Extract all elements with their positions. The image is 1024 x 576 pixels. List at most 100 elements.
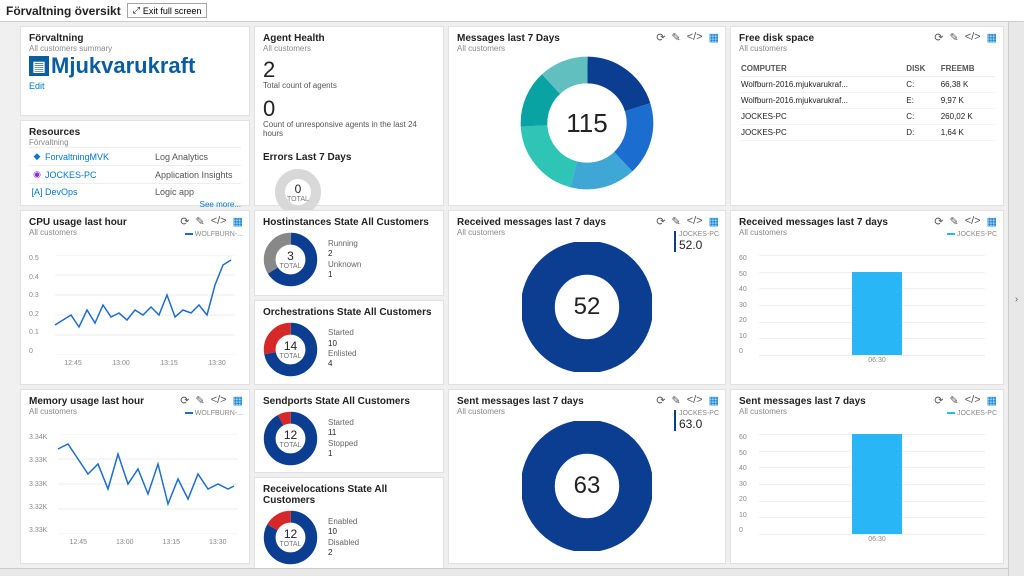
tile-resources: Resources Förvaltning ◆ForvaltningMVKLog… [20, 120, 250, 206]
orch-val: 14 [280, 339, 302, 353]
hostinst-lbl: TOTAL [280, 263, 302, 270]
refresh-icon[interactable]: ⟳ [934, 215, 943, 228]
logo-text: Mjukvarukraft [51, 53, 195, 79]
code-icon[interactable]: </> [965, 394, 981, 407]
edit-icon[interactable]: ✎ [949, 394, 958, 407]
dashboard-title: Förvaltning översikt [6, 4, 121, 18]
recv-bar-legend: JOCKES-PC [957, 231, 997, 238]
agent-unresp-label: Count of unresponsive agents in the last… [263, 120, 435, 138]
edit-icon[interactable]: ✎ [671, 31, 680, 44]
recv-donut-center: 52 [574, 293, 601, 321]
scrollbar-horizontal[interactable] [0, 568, 1008, 576]
table-row[interactable]: JOCKES-PCC:260,02 K [739, 109, 995, 125]
resource-row[interactable]: ◆ForvaltningMVKLog Analytics [29, 147, 241, 165]
resource-row[interactable]: [A]DevOpsLogic app [29, 183, 241, 200]
table-row[interactable]: Wolfburn-2016.mjukvarukraf...C:66,38 K [739, 77, 995, 93]
errors-title: Errors Last 7 Days [263, 152, 435, 163]
sent-bar-legend: JOCKES-PC [957, 410, 997, 417]
tile-cpu: CPU usage last hour All customers ⟳✎</>▦… [20, 210, 250, 385]
recvloc-title: Receivelocations State All Customers [263, 484, 435, 506]
tile-freedisk: Free disk space All customers ⟳✎</>▦ COM… [730, 26, 1004, 206]
resources-sub: Förvaltning [29, 138, 241, 147]
recv-bar-x: 06:30 [868, 357, 886, 364]
edit-icon[interactable]: ✎ [195, 394, 204, 407]
grid-icon[interactable]: ▦ [233, 394, 243, 407]
memory-legend: WOLFBURN-... [195, 410, 243, 417]
table-row[interactable]: JOCKES-PCD:1,64 K [739, 125, 995, 141]
grid-icon[interactable]: ▦ [709, 215, 719, 228]
resource-name: ForvaltningMVK [45, 152, 155, 162]
col-computer[interactable]: COMPUTER [739, 61, 904, 77]
freedisk-sub: All customers [739, 44, 995, 53]
table-row[interactable]: Wolfburn-2016.mjukvarukraf...E:9,97 K [739, 93, 995, 109]
logo: ▤ Mjukvarukraft [29, 53, 241, 79]
recvloc-lbl: TOTAL [280, 541, 302, 548]
see-more-link[interactable]: See more... [29, 200, 241, 209]
resource-icon: [A] [29, 187, 45, 197]
tile-agent-health: Agent Health All customers 2 Total count… [254, 26, 444, 206]
code-icon[interactable]: </> [211, 394, 227, 407]
refresh-icon[interactable]: ⟳ [180, 394, 189, 407]
grid-icon[interactable]: ▦ [987, 215, 997, 228]
edit-icon[interactable]: ✎ [671, 394, 680, 407]
sent-donut-center: 63 [574, 472, 601, 500]
resource-row[interactable]: ◉JOCKES-PCApplication Insights [29, 165, 241, 183]
tile-recv-donut: Received messages last 7 days All custom… [448, 210, 726, 385]
code-icon[interactable]: </> [965, 215, 981, 228]
errors-value: 0 [287, 182, 309, 196]
disk-table: COMPUTER DISK FREEMB Wolfburn-2016.mjukv… [739, 61, 995, 141]
edit-icon[interactable]: ✎ [949, 215, 958, 228]
scrollbar-vertical[interactable]: › [1008, 22, 1024, 576]
col-disk[interactable]: DISK [904, 61, 938, 77]
resource-icon: ◆ [29, 151, 45, 162]
forvaltning-title: Förvaltning [29, 33, 241, 44]
col-freemb[interactable]: FREEMB [939, 61, 995, 77]
refresh-icon[interactable]: ⟳ [934, 31, 943, 44]
refresh-icon[interactable]: ⟳ [656, 31, 665, 44]
grid-icon[interactable]: ▦ [709, 394, 719, 407]
edit-icon[interactable]: ✎ [949, 31, 958, 44]
tile-actions: ⟳ ✎ </> ▦ [656, 31, 719, 44]
col2-row4: Sendports State All Customers 12TOTAL St… [254, 389, 444, 564]
code-icon[interactable]: </> [211, 215, 227, 228]
tile-hostinst: Hostinstances State All Customers 3TOTAL… [254, 210, 444, 296]
code-icon[interactable]: </> [687, 31, 703, 44]
hostinst-val: 3 [280, 249, 302, 263]
exit-fullscreen-button[interactable]: ⤢ Exit full screen [127, 3, 208, 18]
col2-row3: Hostinstances State All Customers 3TOTAL… [254, 210, 444, 385]
agent-total-label: Total count of agents [263, 81, 435, 90]
topbar: Förvaltning översikt ⤢ Exit full screen [0, 0, 1024, 22]
orch-lbl: TOTAL [280, 353, 302, 360]
code-icon[interactable]: </> [687, 215, 703, 228]
messages7-sub: All customers [457, 44, 717, 53]
resource-name: DevOps [45, 187, 155, 197]
tile-memory: Memory usage last hour All customers ⟳✎<… [20, 389, 250, 564]
grid-icon[interactable]: ▦ [987, 31, 997, 44]
sent-bar-x: 06:30 [868, 536, 886, 543]
tile-sendports: Sendports State All Customers 12TOTAL St… [254, 389, 444, 473]
edit-icon[interactable]: ✎ [195, 215, 204, 228]
agent-health-title: Agent Health [263, 33, 435, 44]
sendports-val: 12 [280, 428, 302, 442]
agent-health-sub: All customers [263, 44, 435, 53]
grid-icon[interactable]: ▦ [987, 394, 997, 407]
resource-name: JOCKES-PC [45, 170, 155, 180]
edit-icon[interactable]: ✎ [671, 215, 680, 228]
grid-icon[interactable]: ▦ [709, 31, 719, 44]
refresh-icon[interactable]: ⟳ [656, 394, 665, 407]
tile-messages7: Messages last 7 Days All customers ⟳ ✎ <… [448, 26, 726, 206]
errors-label: TOTAL [287, 196, 309, 203]
grid-icon[interactable]: ▦ [233, 215, 243, 228]
cpu-chart [49, 255, 241, 355]
refresh-icon[interactable]: ⟳ [180, 215, 189, 228]
edit-link[interactable]: Edit [29, 81, 241, 91]
code-icon[interactable]: </> [965, 31, 981, 44]
tile-forvaltning: Förvaltning All customers summary ▤ Mjuk… [20, 26, 250, 116]
dashboard-grid: Förvaltning All customers summary ▤ Mjuk… [0, 22, 1024, 568]
refresh-icon[interactable]: ⟳ [656, 215, 665, 228]
refresh-icon[interactable]: ⟳ [934, 394, 943, 407]
orch-title: Orchestrations State All Customers [263, 307, 435, 318]
agent-total-value: 2 [263, 59, 435, 81]
tile-orch: Orchestrations State All Customers 14TOT… [254, 300, 444, 386]
code-icon[interactable]: </> [687, 394, 703, 407]
